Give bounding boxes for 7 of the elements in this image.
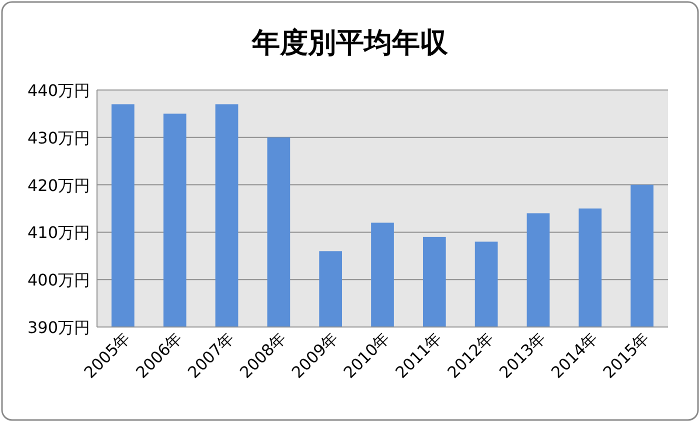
chart-title: 年度別平均年収 [251,26,449,59]
y-tick-label: 440万円 [27,81,90,100]
y-tick-label: 420万円 [27,176,90,195]
y-tick-label: 410万円 [27,223,90,242]
y-tick-label: 430万円 [27,128,90,148]
y-tick-label: 390万円 [27,318,90,337]
y-tick-label: 400万円 [27,270,90,290]
